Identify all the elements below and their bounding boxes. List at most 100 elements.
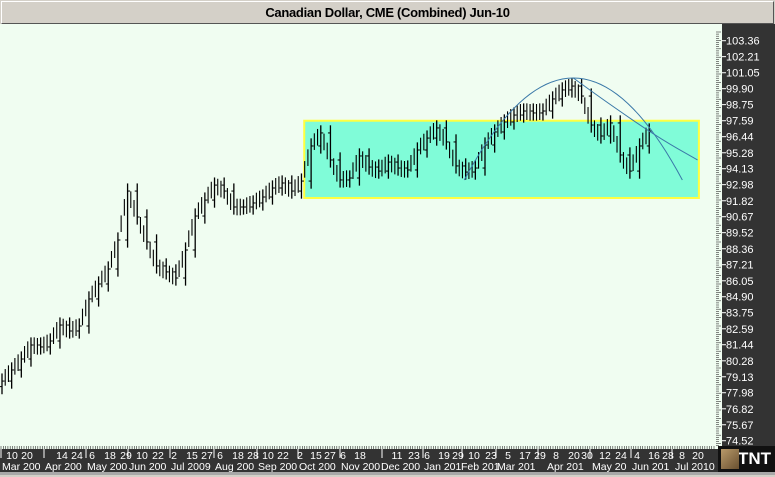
price-bar (110, 232, 121, 277)
price-bar (207, 177, 218, 208)
x-month-label: Feb 201 (461, 461, 500, 472)
x-ruler (0, 446, 718, 449)
x-month-label: May 20 (592, 461, 627, 472)
price-bar (342, 170, 353, 188)
x-day-label: 30 (581, 450, 593, 462)
x-month-label: Dec 200 (381, 461, 420, 472)
price-bar (333, 152, 343, 188)
price-bar (516, 103, 527, 123)
price-bar (33, 337, 44, 355)
price-bar (371, 159, 382, 179)
price-bar (255, 189, 266, 211)
price-bar (62, 317, 73, 339)
y-tick-label: 86.05 (726, 276, 754, 288)
y-tick-label: 77.98 (726, 388, 754, 400)
x-month-label: Mar 201 (497, 461, 536, 472)
y-tick-label: 75.67 (726, 420, 754, 432)
price-bar (275, 175, 285, 196)
status-strip (0, 472, 775, 475)
x-day-label: 27 (324, 450, 336, 462)
x-day-label: 18 (232, 450, 244, 462)
chart-title: Canadian Dollar, CME (Combined) Jun-10 (1, 1, 774, 24)
price-bar (226, 183, 237, 215)
x-day-label: 17 (519, 450, 531, 462)
x-day-label: 2 (297, 450, 303, 462)
price-bar (458, 158, 469, 180)
price-bar (178, 242, 189, 286)
price-bar (23, 337, 34, 367)
price-bar (4, 362, 15, 389)
y-tick-label: 102.21 (726, 52, 760, 64)
price-bar (91, 276, 102, 307)
y-tick-label: 96.44 (726, 132, 754, 144)
y-tick-label: 97.59 (726, 116, 754, 128)
x-axis: 10 20 14 24 6 18 29 10 22 2 15 27 6 18 28 10 22 2 15 27 6 18 1… (0, 446, 718, 473)
x-day-label: 10 (136, 450, 148, 462)
price-bar (294, 173, 304, 199)
x-month-label: Jun 200 (129, 461, 167, 472)
price-bar (265, 180, 275, 205)
x-day-label: 24 (71, 450, 83, 462)
x-day-label: 15 (310, 450, 322, 462)
y-tick-label: 81.44 (726, 340, 754, 352)
price-bar (313, 125, 324, 154)
plot-area (0, 24, 716, 446)
x-day-label: 2 (171, 450, 177, 462)
x-day-label: 18 (104, 450, 116, 462)
price-bar (391, 154, 401, 176)
x-day-label: 10 (262, 450, 274, 462)
y-tick-label: 83.75 (726, 308, 754, 320)
x-day-label: 18 (354, 450, 366, 462)
price-bar (323, 125, 333, 168)
x-month-label: Apr 201 (547, 461, 584, 472)
y-tick-label: 99.90 (726, 84, 754, 96)
price-bar (197, 192, 208, 224)
x-day-label: 24 (615, 450, 627, 462)
x-day-label: 16 (648, 450, 660, 462)
price-bar (72, 318, 82, 339)
x-month-label: Aug 200 (215, 461, 254, 472)
x-day-label: 4 (634, 450, 640, 462)
x-day-label: 29 (120, 450, 132, 462)
x-day-label: 23 (485, 450, 497, 462)
x-day-label: 20 (692, 450, 704, 462)
y-tick-label: 91.82 (726, 196, 754, 208)
x-month-label: Mar 200 (2, 461, 41, 472)
x-day-label: 8 (679, 450, 685, 462)
x-month-label: Nov 200 (341, 461, 380, 472)
x-day-label: 6 (340, 450, 346, 462)
price-bar (400, 160, 411, 178)
x-day-label: 10 (468, 450, 480, 462)
price-bar (593, 117, 604, 144)
price-bar (632, 138, 643, 179)
y-tick-label: 84.90 (726, 292, 754, 304)
x-day-label: 29 (452, 450, 464, 462)
price-bar (168, 264, 179, 286)
x-day-label: 28 (662, 450, 674, 462)
x-day-label: 12 (599, 450, 611, 462)
x-month-label: Jul 2009 (171, 461, 211, 472)
price-bar (642, 123, 652, 154)
price-bar (130, 183, 140, 225)
y-tick-label: 79.13 (726, 372, 754, 384)
y-tick-label: 101.05 (726, 68, 760, 80)
price-bar (246, 195, 256, 215)
price-bar (429, 120, 440, 146)
price-bar (420, 130, 430, 158)
x-day-label: 15 (186, 450, 198, 462)
price-bar (188, 208, 198, 258)
price-bar (381, 154, 391, 179)
x-day-label: 6 (217, 450, 223, 462)
x-month-label: Jul 2010 (675, 461, 715, 472)
price-bar (564, 78, 575, 98)
price-bar (362, 148, 372, 175)
price-bar (139, 209, 150, 250)
y-tick-label: 76.82 (726, 404, 754, 416)
x-day-label: 20 (568, 450, 580, 462)
price-bar (613, 115, 623, 163)
trend-arc (573, 77, 698, 161)
logo-graphic (721, 449, 739, 469)
y-tick-label: 74.52 (726, 436, 754, 446)
x-day-label: 22 (277, 450, 289, 462)
x-day-label: 10 (6, 450, 18, 462)
